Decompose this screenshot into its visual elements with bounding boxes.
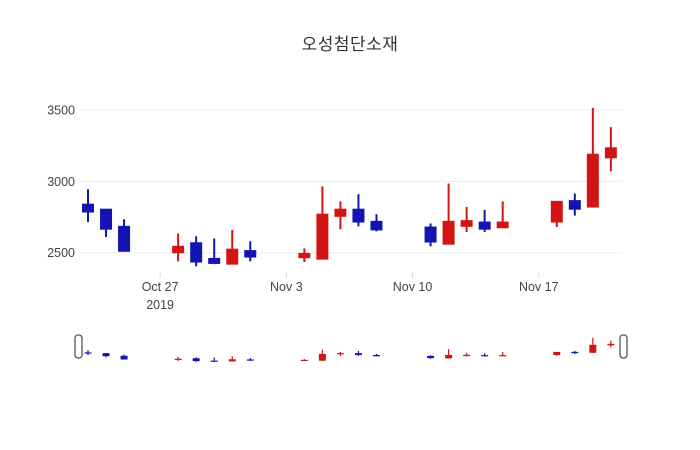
candle-body[interactable] bbox=[226, 248, 239, 265]
rangeslider-candle-body bbox=[481, 355, 489, 357]
y-axis-tick-label: 3500 bbox=[47, 103, 75, 117]
rangeslider-candle-body bbox=[210, 360, 218, 362]
rangeslider-candle-body bbox=[228, 359, 236, 362]
candle-body[interactable] bbox=[550, 200, 563, 223]
x-axis-tick-label: Nov 10 bbox=[393, 280, 433, 294]
candle-body[interactable] bbox=[190, 242, 203, 263]
x-axis-tick-label: Nov 3 bbox=[270, 280, 303, 294]
candle-body[interactable] bbox=[442, 220, 455, 245]
candle-body[interactable] bbox=[316, 213, 329, 260]
rangeslider-candle-body bbox=[571, 351, 579, 354]
candle-body[interactable] bbox=[352, 208, 365, 223]
rangeslider-candle-body bbox=[445, 354, 453, 359]
candle-body[interactable] bbox=[100, 208, 113, 230]
candle-body[interactable] bbox=[370, 220, 383, 231]
rangeslider-candle-body bbox=[553, 351, 561, 356]
chart-title: 오성첨단소재 bbox=[301, 35, 399, 54]
candle-body[interactable] bbox=[496, 221, 509, 229]
rangeslider-candle-body bbox=[336, 353, 344, 355]
x-axis-tick-sublabel: 2019 bbox=[146, 298, 174, 312]
candle-body[interactable] bbox=[244, 250, 257, 258]
candle-body[interactable] bbox=[568, 200, 581, 210]
candle-body[interactable] bbox=[604, 147, 617, 159]
rangeslider-candle-body bbox=[607, 343, 615, 346]
candle-body[interactable] bbox=[334, 208, 347, 217]
rangeslider-left-handle[interactable] bbox=[74, 334, 83, 359]
candle-body[interactable] bbox=[424, 226, 437, 243]
rangeslider-candle-body bbox=[589, 344, 597, 353]
rangeslider-candle-body bbox=[499, 355, 507, 357]
y-axis-tick-label: 3000 bbox=[47, 175, 75, 189]
x-axis-tick-label: Nov 17 bbox=[519, 280, 559, 294]
candle-body[interactable] bbox=[172, 245, 185, 254]
candle-body[interactable] bbox=[208, 257, 221, 264]
rangeslider-candle-body bbox=[174, 358, 182, 360]
candle-body[interactable] bbox=[118, 225, 131, 252]
rangeslider-candle-body bbox=[102, 353, 110, 357]
y-axis-tick-label: 2500 bbox=[47, 246, 75, 260]
rangeslider-candle-body bbox=[300, 359, 308, 362]
rangeslider-candle-body bbox=[84, 352, 92, 354]
rangeslider-candle-body bbox=[354, 353, 362, 356]
candle-body[interactable] bbox=[478, 221, 491, 230]
candle-body[interactable] bbox=[298, 252, 311, 259]
x-axis-tick-label: Oct 27 bbox=[142, 280, 179, 294]
rangeslider-candle-body bbox=[192, 358, 200, 362]
rangeslider-right-handle[interactable] bbox=[619, 334, 628, 359]
rangeslider-candle-body bbox=[318, 353, 326, 361]
rangeslider-track[interactable] bbox=[75, 333, 627, 360]
rangeslider-candle-body bbox=[120, 355, 128, 360]
rangeslider-candle-body bbox=[463, 354, 471, 357]
candle-body[interactable] bbox=[460, 220, 473, 227]
candle-body[interactable] bbox=[82, 203, 94, 213]
rangeslider-candle-body bbox=[246, 359, 254, 361]
rangeslider-candle-body bbox=[372, 354, 380, 357]
candle-body[interactable] bbox=[586, 153, 599, 208]
rangeslider-candle-body bbox=[427, 355, 435, 359]
